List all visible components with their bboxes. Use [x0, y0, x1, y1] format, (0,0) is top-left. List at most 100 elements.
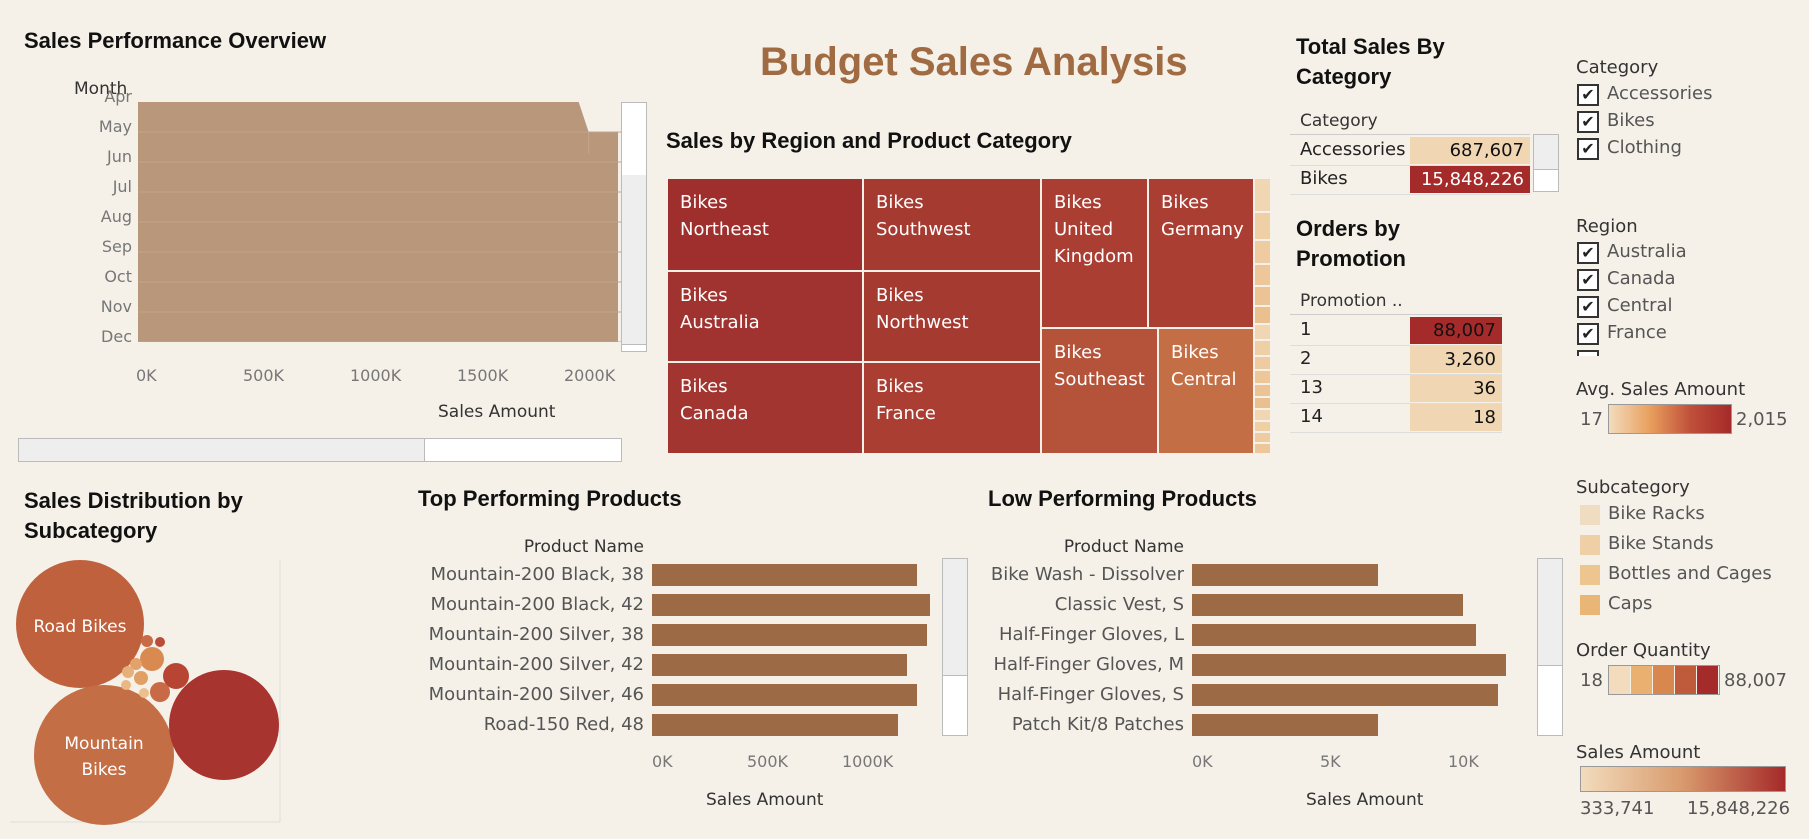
product-bar[interactable]	[652, 564, 917, 586]
product-bar[interactable]	[1192, 714, 1378, 736]
table-row-label: Accessories	[1300, 139, 1406, 160]
table-row-divider	[1290, 432, 1502, 433]
bubble-small[interactable]	[141, 635, 153, 647]
product-bar[interactable]	[652, 594, 931, 616]
bubble-mountain-bikes[interactable]	[34, 685, 174, 825]
treemap-small-cell[interactable]	[1254, 370, 1271, 384]
product-name-label: Classic Vest, S	[1054, 594, 1184, 615]
treemap-small-cell[interactable]	[1254, 240, 1271, 264]
product-bar[interactable]	[1192, 624, 1476, 646]
treemap-cell[interactable]: Bikes Southeast	[1041, 328, 1158, 454]
top-products-scrollbar[interactable]	[942, 558, 968, 736]
bubble-small[interactable]	[134, 671, 148, 685]
x-tick-label: 10K	[1448, 752, 1479, 771]
checkbox-label-category: Clothing	[1607, 137, 1682, 158]
treemap-small-cell[interactable]	[1254, 306, 1271, 324]
low-products-x-title: Sales Amount	[1306, 790, 1424, 810]
promotion-table: Promotion .. 1 88,007 2 3,260 13 36 14 18	[1290, 290, 1502, 435]
bubble-small[interactable]	[140, 647, 164, 671]
sales-amount-gradient	[1580, 766, 1786, 792]
bubble-small[interactable]	[163, 663, 189, 689]
category-title-line1: Total Sales By	[1296, 34, 1445, 59]
treemap-small-cell[interactable]	[1254, 397, 1271, 409]
product-bar[interactable]	[652, 654, 908, 676]
table-row-value[interactable]: 88,007	[1410, 317, 1502, 344]
bubble-small[interactable]	[150, 682, 170, 702]
product-bar[interactable]	[652, 624, 927, 646]
treemap-cell[interactable]: Bikes Northwest	[863, 271, 1041, 362]
category-table-scrollbar[interactable]	[1533, 134, 1559, 192]
bubble-small[interactable]	[130, 658, 142, 670]
performance-x-title: Sales Amount	[438, 402, 556, 422]
category-title-line2: Category	[1296, 64, 1392, 89]
subcategory-label[interactable]: Bottles and Cages	[1608, 563, 1772, 584]
treemap-small-cell[interactable]	[1254, 384, 1271, 397]
table-row-value[interactable]: 687,607	[1410, 137, 1530, 164]
top-products-bar-chart: Mountain-200 Black, 38 Mountain-200 Black…	[400, 560, 940, 750]
treemap-small-cell[interactable]	[1254, 340, 1271, 356]
subcategory-label[interactable]: Caps	[1608, 593, 1653, 614]
product-name-label: Bike Wash - Dissolver	[990, 564, 1184, 585]
product-name-label: Mountain-200 Black, 38	[430, 564, 644, 585]
treemap-small-cell[interactable]	[1254, 286, 1271, 306]
bubble-touring-bikes[interactable]	[169, 670, 279, 780]
scrollbar-thumb[interactable]	[1538, 559, 1562, 666]
bubble-small[interactable]	[122, 666, 134, 678]
bubble-small[interactable]	[155, 637, 165, 647]
treemap-small-cell[interactable]	[1254, 264, 1271, 286]
treemap-cell[interactable]: Bikes Southwest	[863, 178, 1041, 271]
treemap-small-cell[interactable]	[1254, 324, 1271, 340]
bubble-label-bikes: Bikes	[82, 760, 127, 780]
scrollbar-thumb[interactable]	[943, 559, 967, 676]
treemap-small-cell[interactable]	[1254, 421, 1271, 432]
treemap-cell[interactable]: Bikes Australia	[667, 271, 863, 362]
treemap-small-cell[interactable]	[1254, 443, 1271, 454]
treemap-small-cell[interactable]	[1254, 356, 1271, 370]
treemap-small-cell[interactable]	[1254, 409, 1271, 421]
product-bar[interactable]	[1192, 594, 1464, 616]
table-row-value[interactable]: 15,848,226	[1410, 166, 1530, 193]
checkbox-category[interactable]: ✔	[1577, 84, 1599, 106]
checkbox-category[interactable]: ✔	[1577, 138, 1599, 160]
bubble-small[interactable]	[121, 680, 131, 690]
checkbox-category[interactable]: ✔	[1577, 111, 1599, 133]
table-row-label: Bikes	[1300, 168, 1348, 189]
x-tick-label: 0K	[136, 366, 157, 385]
table-row-value[interactable]: 3,260	[1410, 346, 1502, 373]
treemap-cell[interactable]: Bikes Central	[1158, 328, 1254, 454]
scrollbar-thumb[interactable]	[19, 439, 425, 461]
treemap-cell[interactable]: Bikes Northeast	[667, 178, 863, 271]
low-products-scrollbar[interactable]	[1537, 558, 1563, 736]
performance-horizontal-scrollbar[interactable]	[18, 438, 622, 462]
treemap-small-cell[interactable]	[1254, 212, 1271, 240]
bubble-small[interactable]	[139, 688, 149, 698]
product-bar[interactable]	[1192, 684, 1498, 706]
table-row-value[interactable]: 18	[1410, 404, 1502, 431]
treemap-cell[interactable]: Bikes United Kingdom	[1041, 178, 1148, 328]
product-bar[interactable]	[652, 684, 917, 706]
subcategory-swatch	[1580, 505, 1600, 525]
treemap-title: Sales by Region and Product Category	[666, 128, 1072, 153]
product-bar[interactable]	[652, 714, 898, 736]
treemap-cell[interactable]: Bikes Canada	[667, 362, 863, 454]
treemap-cell[interactable]: Bikes France	[863, 362, 1041, 454]
bubble-road-bikes[interactable]	[16, 560, 144, 688]
checkbox-region[interactable]: ✔	[1577, 242, 1599, 264]
scrollbar-thumb[interactable]	[1534, 135, 1558, 170]
subcategory-label[interactable]: Bike Stands	[1608, 533, 1714, 554]
treemap-small-cell[interactable]	[1254, 432, 1271, 443]
product-bar[interactable]	[1192, 564, 1378, 586]
checkbox-region[interactable]: ✔	[1577, 296, 1599, 318]
checkbox-region[interactable]: ✔	[1577, 323, 1599, 345]
product-name-label: Half-Finger Gloves, M	[993, 654, 1184, 675]
scrollbar-thumb[interactable]	[622, 175, 646, 345]
performance-vertical-scrollbar[interactable]	[621, 102, 647, 352]
subcategory-legend-title: Subcategory	[1576, 477, 1690, 498]
treemap-cell[interactable]: Bikes Germany	[1148, 178, 1254, 328]
checkbox-region-clipped[interactable]	[1577, 350, 1599, 356]
treemap-small-cell[interactable]	[1254, 178, 1271, 212]
checkbox-region[interactable]: ✔	[1577, 269, 1599, 291]
product-bar[interactable]	[1192, 654, 1507, 676]
table-row-value[interactable]: 36	[1410, 375, 1502, 402]
subcategory-label[interactable]: Bike Racks	[1608, 503, 1705, 524]
